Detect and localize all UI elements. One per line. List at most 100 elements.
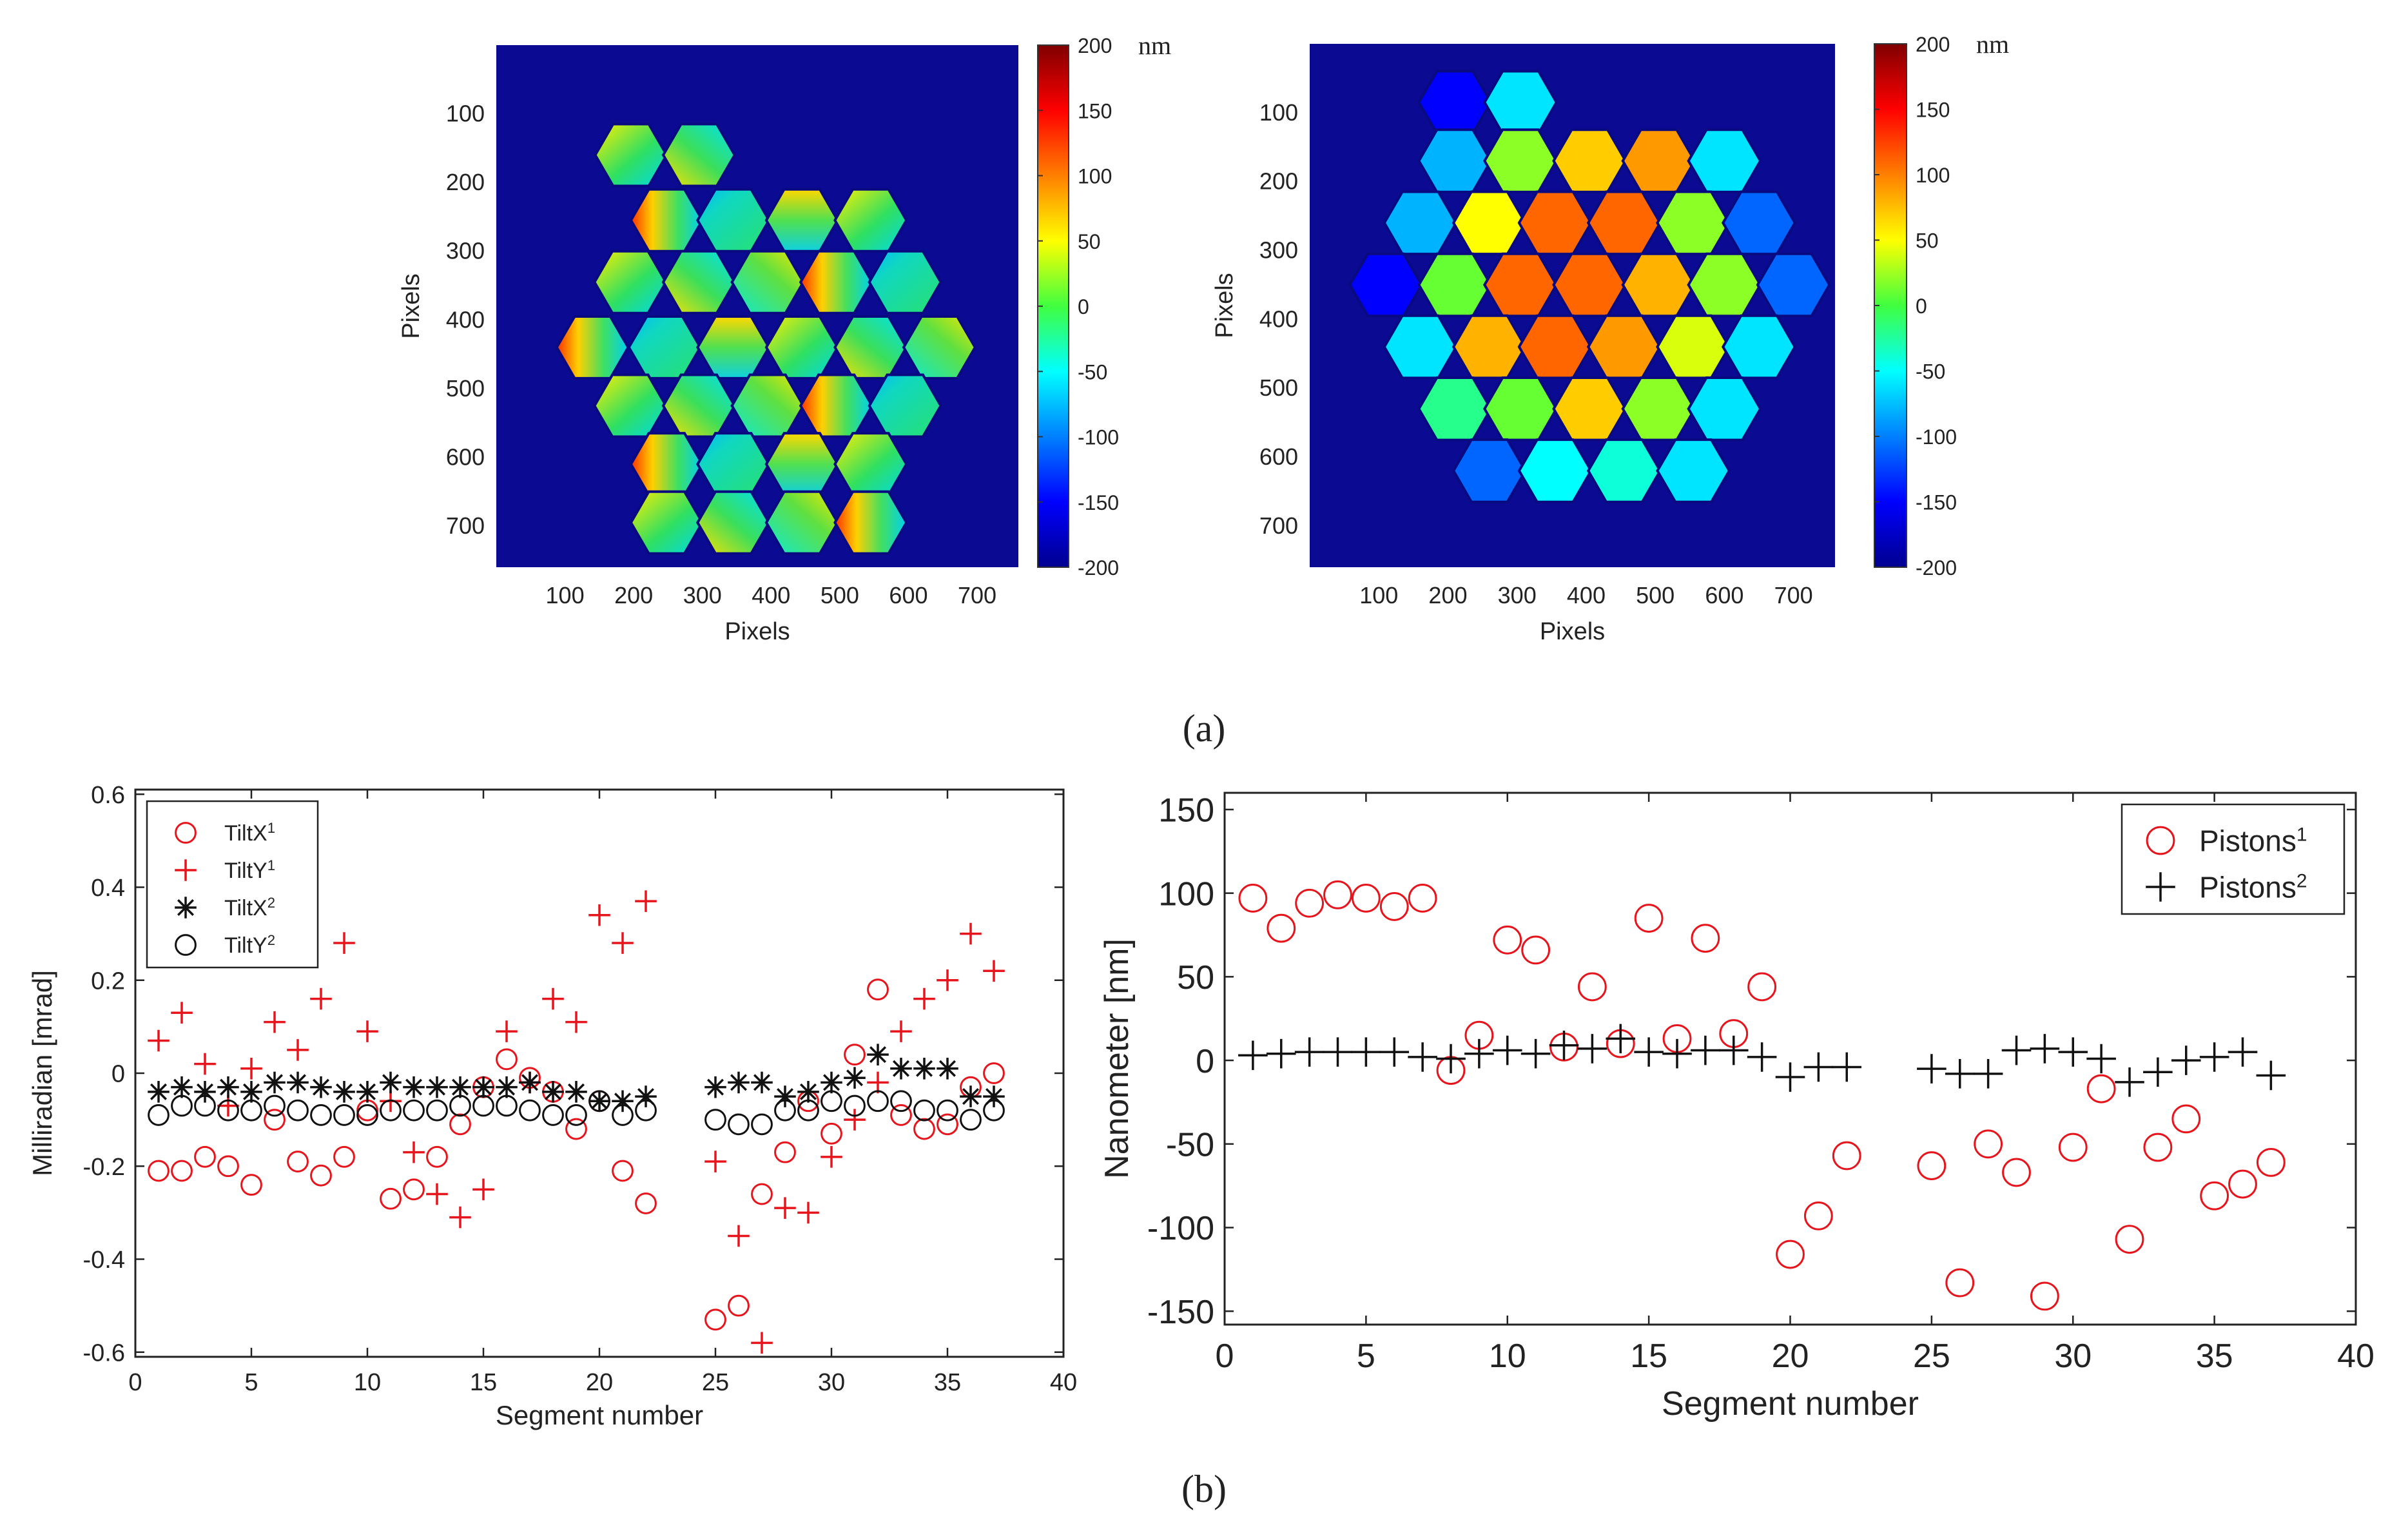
data-point xyxy=(565,1104,587,1126)
data-point xyxy=(612,1090,634,1113)
y-tick-label: -50 xyxy=(1166,1127,1214,1164)
data-point xyxy=(983,1062,1005,1084)
data-point xyxy=(217,1094,239,1117)
mirror-segment xyxy=(730,249,805,315)
data-point xyxy=(1408,1042,1437,1072)
data-point xyxy=(472,1178,494,1201)
data-point xyxy=(565,1081,587,1103)
colorbar-tick-label: 150 xyxy=(1078,99,1112,122)
data-point xyxy=(1606,1024,1636,1054)
data-point xyxy=(612,1160,634,1182)
data-point xyxy=(751,1113,773,1136)
data-point xyxy=(356,1104,378,1126)
data-point xyxy=(867,978,889,1001)
y-axis-label: Milliradian [mrad] xyxy=(27,970,57,1176)
data-point xyxy=(2146,872,2175,902)
data-point xyxy=(194,1145,216,1168)
data-point xyxy=(2143,1133,2173,1162)
series-pistons-2 xyxy=(1238,1024,2286,1097)
data-point xyxy=(1747,1042,1777,1072)
x-tick-label: 700 xyxy=(1774,582,1813,608)
data-point xyxy=(635,890,657,912)
x-axis-label: Pixels xyxy=(1540,618,1605,645)
data-point xyxy=(2030,1281,2059,1311)
x-tick-label: 30 xyxy=(2054,1337,2092,1375)
y-tick-label: 0 xyxy=(1196,1043,1214,1080)
mirror-segment xyxy=(1687,376,1762,442)
x-axis-label: Pixels xyxy=(724,618,790,645)
data-point xyxy=(240,1174,262,1196)
data-point xyxy=(1691,924,1720,953)
data-point xyxy=(890,1090,912,1113)
data-point xyxy=(612,1104,634,1126)
x-tick-label: 400 xyxy=(1567,582,1606,608)
data-point xyxy=(403,1076,425,1098)
data-point xyxy=(960,1109,982,1131)
data-point xyxy=(2256,1147,2286,1177)
data-point xyxy=(588,1090,610,1113)
x-axis-label: Segment number xyxy=(1662,1385,1919,1423)
colorbar-tick-label: 200 xyxy=(1078,34,1112,57)
data-point xyxy=(496,1076,518,1098)
data-point xyxy=(310,987,332,1010)
data-point xyxy=(1351,1037,1381,1067)
data-point xyxy=(890,1104,912,1126)
y-tick-label: 200 xyxy=(1259,168,1298,195)
data-point xyxy=(310,1076,332,1098)
data-point xyxy=(496,1048,518,1071)
data-point xyxy=(1379,1037,1410,1067)
data-point xyxy=(704,1109,726,1131)
data-point xyxy=(1803,1201,1833,1230)
data-point xyxy=(148,1081,170,1103)
data-point xyxy=(867,1044,889,1065)
data-point xyxy=(2256,1060,2286,1091)
x-tick-label: 5 xyxy=(244,1369,258,1396)
data-point xyxy=(844,1094,866,1117)
data-point xyxy=(1351,884,1381,913)
data-point xyxy=(217,1099,239,1122)
mirror-segment xyxy=(1517,438,1593,503)
x-tick-label: 20 xyxy=(1772,1337,1809,1375)
y-tick-label: 150 xyxy=(1158,792,1214,830)
x-tick-label: 10 xyxy=(354,1369,381,1396)
y-tick-label: 0.6 xyxy=(91,782,125,809)
legend-label: TiltY1 xyxy=(224,857,275,884)
data-point xyxy=(194,1094,216,1117)
colorbar-tick-label: 50 xyxy=(1078,230,1101,253)
data-point xyxy=(403,1141,425,1163)
data-point xyxy=(1974,1129,2003,1159)
data-point xyxy=(333,1081,355,1103)
data-point xyxy=(937,1113,958,1136)
data-point xyxy=(751,1071,773,1094)
data-point xyxy=(1267,913,1296,943)
data-point xyxy=(287,1071,309,1094)
x-tick-label: 15 xyxy=(470,1369,497,1396)
data-point xyxy=(1776,1239,1805,1269)
data-point xyxy=(774,1141,796,1163)
x-tick-label: 0 xyxy=(128,1369,142,1396)
y-tick-label: -150 xyxy=(1147,1294,1214,1331)
data-point xyxy=(1634,1037,1664,1067)
data-point xyxy=(774,1099,796,1122)
data-point xyxy=(844,1067,866,1089)
data-point xyxy=(449,1076,471,1098)
data-point xyxy=(542,1081,564,1103)
data-point xyxy=(148,1160,170,1182)
data-point xyxy=(171,1002,193,1024)
y-tick-label: 600 xyxy=(1259,443,1298,470)
x-tick-label: 700 xyxy=(958,582,996,608)
data-point xyxy=(983,960,1005,982)
y-tick-label: 500 xyxy=(1259,374,1298,401)
y-tick-label: 0.2 xyxy=(91,967,125,995)
x-tick-label: 200 xyxy=(1428,582,1467,608)
data-point xyxy=(2228,1169,2257,1199)
x-tick-label: 600 xyxy=(1705,582,1743,608)
data-point xyxy=(960,1085,982,1107)
data-point xyxy=(287,1151,309,1172)
y-tick-label: 300 xyxy=(446,238,485,264)
data-point xyxy=(1266,1038,1296,1069)
data-point xyxy=(171,1094,193,1117)
data-point xyxy=(2058,1037,2088,1067)
data-point xyxy=(1803,1052,1834,1082)
